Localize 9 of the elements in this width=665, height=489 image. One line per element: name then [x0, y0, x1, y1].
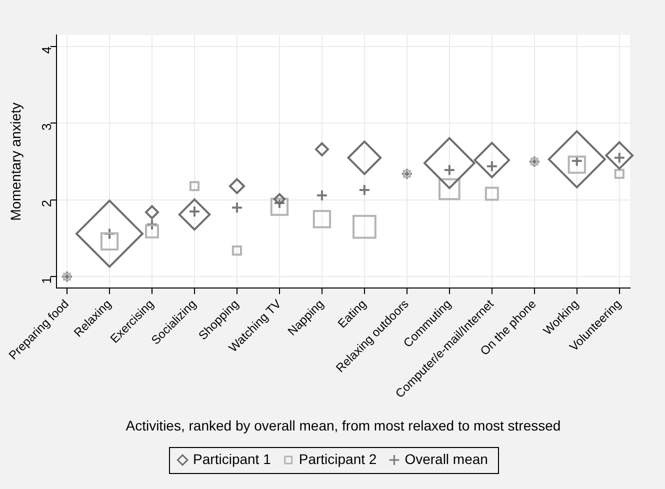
y-tick-label: 4: [38, 46, 54, 54]
y-tick-label: 2: [38, 200, 54, 208]
y-axis-title: Momentary anxiety: [7, 102, 24, 221]
y-tick-label: 1: [38, 276, 54, 284]
x-axis-title: Activities, ranked by overall mean, from most relaxed to most stressed: [126, 417, 561, 434]
legend-label: Participant 2: [298, 450, 377, 467]
y-tick-label: 3: [38, 123, 54, 130]
legend-label: Overall mean: [404, 450, 488, 467]
legend-label: Participant 1: [193, 450, 272, 467]
